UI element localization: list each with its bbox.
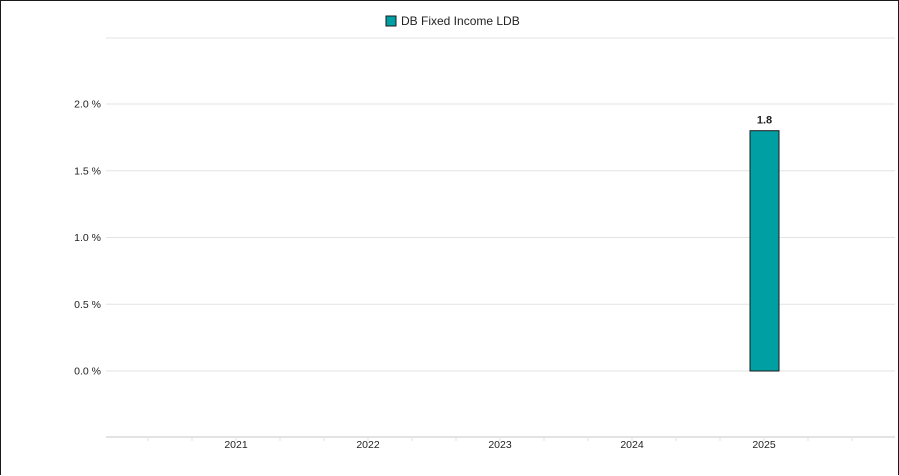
y-tick-label: 1.0 % xyxy=(74,232,101,244)
x-tick-label: 2025 xyxy=(752,439,776,451)
x-tick-label: 2023 xyxy=(488,439,512,451)
y-tick-label: 0.5 % xyxy=(74,299,101,311)
data-label: 1.8 xyxy=(757,115,772,127)
legend-swatch xyxy=(385,15,397,27)
y-tick-label: 1.5 % xyxy=(74,165,101,177)
y-axis-tick-labels: 0.0 % 0.5 % 1.0 % 1.5 % 2.0 % xyxy=(74,99,101,378)
x-tick-label: 2022 xyxy=(356,439,380,451)
legend-label: DB Fixed Income LDB xyxy=(401,14,520,28)
legend[interactable]: DB Fixed Income LDB xyxy=(385,14,520,28)
gridlines xyxy=(106,37,895,372)
y-tick-label: 0.0 % xyxy=(74,366,101,378)
bar xyxy=(749,130,780,372)
x-tick-label: 2024 xyxy=(620,439,644,451)
x-axis: 2021 2022 2023 2024 2025 xyxy=(106,436,895,451)
data-labels: 1.8 xyxy=(757,115,772,127)
y-tick-label: 2.0 % xyxy=(74,99,101,111)
bars xyxy=(749,130,780,372)
x-tick-label: 2021 xyxy=(224,439,248,451)
